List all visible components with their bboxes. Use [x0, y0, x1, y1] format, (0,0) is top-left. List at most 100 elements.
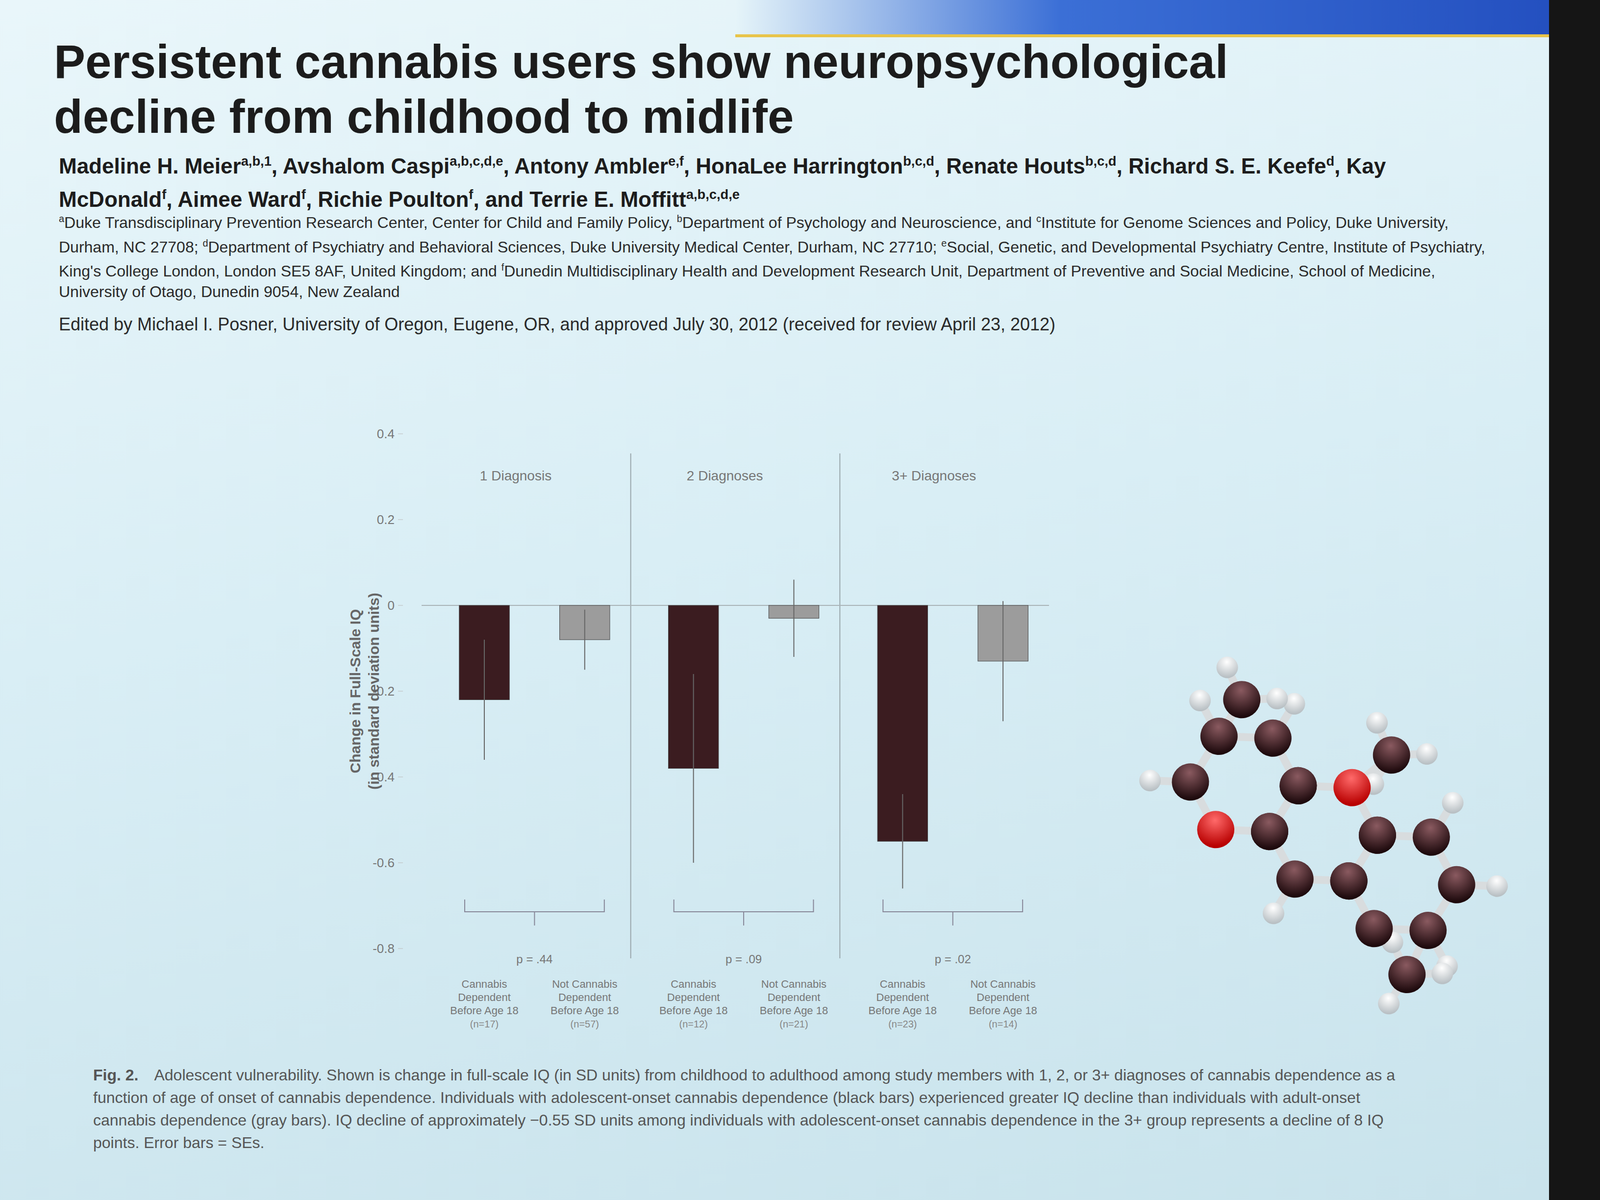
category-label: Not CannabisDependentBefore Age 18 — [759, 977, 828, 1017]
category-label-line: Before Age 18 — [450, 1004, 519, 1017]
category-label-line: Before Age 18 — [550, 1004, 619, 1017]
panel-separator — [630, 453, 632, 959]
y-tick-label: 0.4 — [376, 426, 395, 442]
title-line: decline from childhood to midlife — [53, 89, 1228, 145]
atom-c — [1323, 855, 1375, 907]
atom-c — [1348, 902, 1400, 955]
bracket — [464, 899, 605, 926]
atom-h — [1262, 683, 1293, 714]
author: Madeline H. Meier — [58, 153, 242, 178]
y-tick — [398, 862, 403, 864]
atom-h — [1212, 652, 1243, 683]
atom-h — [1362, 707, 1393, 738]
atom-h — [1412, 739, 1443, 770]
category-label-line: Dependent — [876, 991, 930, 1004]
category-label: Not CannabisDependentBefore Age 18 — [968, 977, 1037, 1017]
panel-separator — [839, 453, 841, 959]
author-sup: b,c,d — [902, 153, 935, 169]
atom-c — [1405, 811, 1458, 863]
category-label-line: Dependent — [667, 991, 721, 1004]
author-sup: f — [468, 186, 474, 202]
author: , Richard S. E. Keefe — [1116, 153, 1326, 178]
atom-o — [1326, 761, 1378, 814]
author-sup: a,b,c,d,e — [686, 186, 740, 202]
atom-c — [1272, 760, 1325, 812]
atom-h — [1437, 787, 1468, 818]
error-bar — [693, 674, 695, 863]
atom-c — [1402, 904, 1454, 957]
slide — [0, 0, 1550, 1200]
category-label-line: Cannabis — [670, 977, 717, 991]
category-label-line: Dependent — [558, 991, 612, 1004]
n-label: (n=12) — [678, 1018, 708, 1030]
error-bar — [901, 794, 903, 889]
atom-h — [1258, 898, 1289, 929]
author: , and Terrie E. Moffitt — [473, 186, 686, 211]
category-label-line: Dependent — [767, 991, 821, 1004]
atom-c — [1351, 809, 1404, 861]
affiliation-sup: e — [941, 237, 947, 249]
n-label: (n=14) — [988, 1018, 1018, 1030]
author-sup: e,f — [668, 153, 684, 169]
atom-h — [1482, 871, 1513, 901]
zero-line — [421, 604, 1050, 606]
title-line: Persistent cannabis users show neuropsyc… — [53, 34, 1228, 90]
category-label: CannabisDependentBefore Age 18 — [659, 977, 728, 1017]
author-sup: a,b,c,d,e — [449, 153, 503, 169]
y-tick-label: -0.6 — [372, 855, 395, 871]
affiliation: Department of Psychiatry and Behavioral … — [208, 237, 942, 256]
affiliation-sup: c — [1036, 213, 1042, 225]
category-label-line: Cannabis — [879, 977, 926, 991]
category-label-line: Before Age 18 — [759, 1004, 828, 1017]
bracket — [882, 899, 1023, 926]
atom-c — [1269, 853, 1321, 905]
y-tick-label: 0.2 — [376, 512, 395, 527]
affiliation: Duke Transdisciplinary Prevention Resear… — [64, 213, 677, 232]
y-tick — [398, 776, 403, 778]
n-label: (n=57) — [570, 1018, 600, 1030]
y-tick-label: 0 — [387, 598, 395, 613]
author: , Antony Ambler — [502, 153, 669, 178]
error-bar — [1002, 600, 1004, 722]
caption-label: Fig. 2. — [93, 1066, 139, 1084]
category-label-line: Before Age 18 — [659, 1004, 728, 1017]
atom-c — [1247, 712, 1299, 764]
y-tick — [398, 691, 403, 692]
bracket — [674, 899, 814, 926]
chart: 0.40.20-0.2-0.4-0.6-0.8Change in Full-Sc… — [0, 0, 1600, 1200]
affiliation: Department of Psychology and Neuroscienc… — [682, 213, 1037, 232]
category-label: CannabisDependentBefore Age 18 — [450, 977, 519, 1017]
author-sup: b,c,d — [1085, 153, 1117, 169]
atom-h — [1185, 685, 1216, 716]
author-sup: f — [161, 186, 167, 202]
affiliation-sup: d — [202, 237, 208, 249]
atom-c — [1365, 729, 1418, 781]
y-axis-label-line: Change in Full-Scale IQ — [347, 608, 364, 774]
y-tick — [398, 519, 403, 521]
author-sup: a,b,1 — [241, 153, 272, 169]
affiliation-sup: f — [501, 261, 505, 273]
affiliation-sup: a — [58, 213, 65, 225]
title: Persistent cannabis users show neuropsyc… — [53, 34, 1228, 145]
atom-c — [1351, 809, 1404, 861]
caption-text: Adolescent vulnerability. Shown is chang… — [93, 1066, 1396, 1152]
error-bar — [793, 579, 795, 658]
atom-h — [1427, 958, 1458, 989]
group-label: 3+ Diagnoses — [891, 468, 976, 484]
atom-c — [1430, 858, 1483, 911]
author-sup: f — [301, 186, 306, 202]
category-label-line: Dependent — [457, 991, 511, 1004]
group-label: 1 Diagnosis — [479, 468, 552, 484]
category-label-line: Cannabis — [461, 977, 508, 991]
p-label: p = .09 — [725, 952, 762, 966]
category-label-line: Dependent — [976, 991, 1030, 1004]
category-label-line: Not Cannabis — [551, 977, 618, 991]
y-tick — [398, 605, 403, 606]
p-label: p = .44 — [516, 952, 553, 966]
atom-h — [1374, 988, 1404, 1019]
category-label: CannabisDependentBefore Age 18 — [868, 977, 937, 1017]
atom-c — [1244, 805, 1296, 858]
y-tick — [398, 948, 403, 950]
atom-o — [1190, 803, 1242, 856]
category-label-line: Not Cannabis — [761, 977, 827, 991]
